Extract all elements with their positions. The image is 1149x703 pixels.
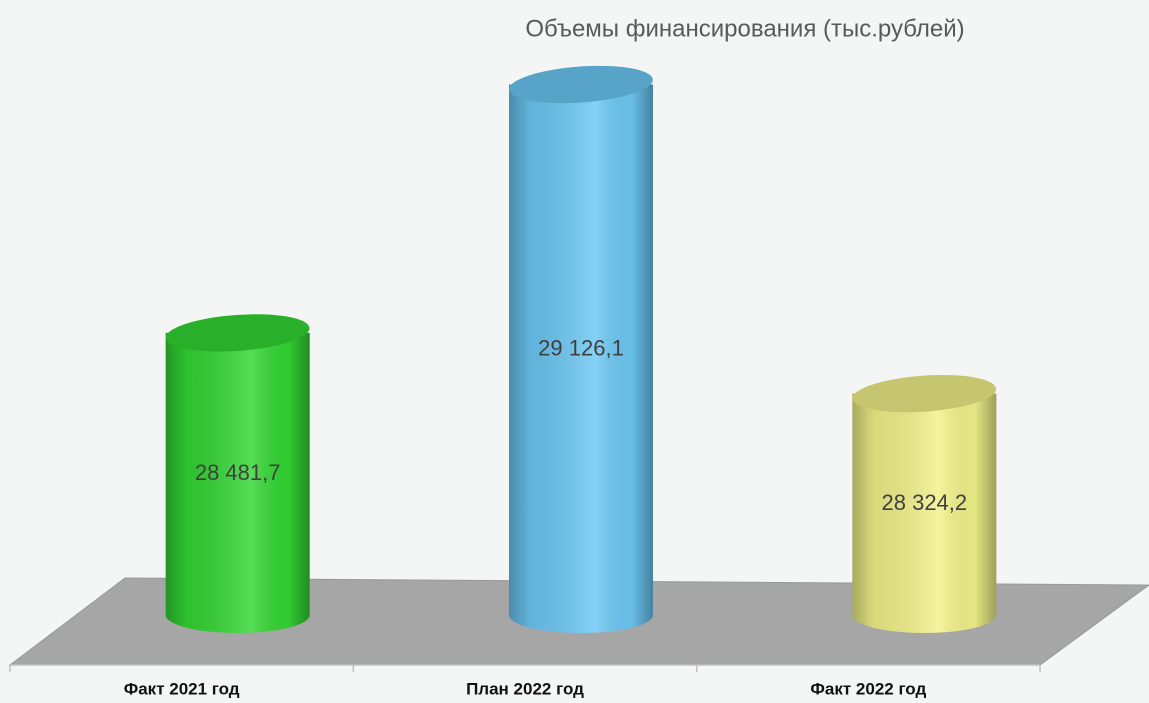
chart-title: Объемы финансирования (тыс.рублей) [525,15,964,42]
cylinder-shading [509,84,653,633]
x-tick-label: План 2022 год [466,679,584,698]
cylinder-top [509,65,653,104]
cylinder-top [852,374,997,413]
x-tick-label: Факт 2022 год [810,679,926,698]
cylinder-top-shade [165,314,310,352]
data-label: 28 481,7 [195,460,281,485]
cylinder-shading [852,393,997,633]
data-label: 28 324,2 [882,490,968,515]
cylinder-shading [165,332,310,633]
data-label: 29 126,1 [538,336,624,361]
x-tick-label: Факт 2021 год [124,679,240,698]
cylinder-top [165,314,310,352]
cylinder-top-shade [509,65,653,104]
cylinder-top-shade [852,374,997,413]
